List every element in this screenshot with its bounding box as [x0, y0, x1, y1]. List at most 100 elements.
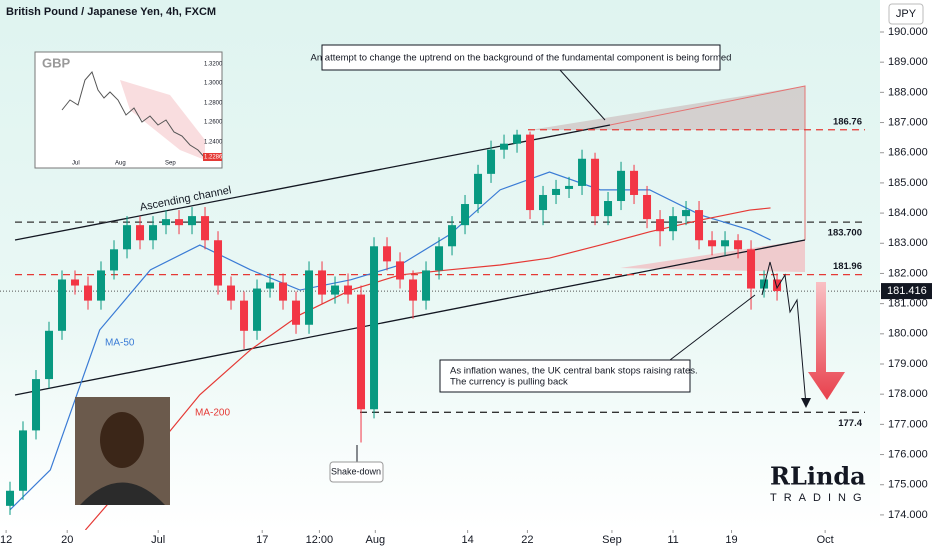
callout-bottom	[439, 359, 691, 393]
candle-body	[266, 282, 275, 289]
candle-body	[214, 240, 223, 286]
inset-tick: 1.2800	[204, 101, 223, 107]
candle-body	[162, 219, 171, 226]
level-label: 181.96	[833, 261, 862, 272]
candle-body	[84, 285, 93, 301]
logo-name: RLinda	[770, 462, 866, 491]
x-tick-label: 20	[61, 534, 73, 546]
inset-last-box	[203, 153, 222, 161]
x-tick-label: Oct	[817, 534, 834, 546]
callout-text: An attempt to change the uptrend on the …	[311, 53, 732, 64]
candle-body	[760, 279, 769, 289]
triangle-edge	[609, 85, 806, 240]
inset-xtick: Jul	[72, 161, 80, 167]
y-tick-label: 177.000	[888, 418, 928, 430]
legend-label: MA-50	[105, 338, 135, 349]
candle-body	[487, 149, 496, 174]
candle-body	[422, 270, 431, 301]
x-tick-label: 14	[462, 534, 474, 546]
inset-shade	[120, 80, 205, 160]
candle-body	[123, 225, 132, 250]
y-tick-label: 188.000	[888, 86, 928, 98]
candle-body	[149, 225, 158, 241]
candle-body	[240, 300, 249, 331]
candle-body	[695, 210, 704, 241]
candle-body	[591, 158, 600, 217]
candle-body	[201, 216, 210, 241]
candle-body	[565, 185, 574, 189]
y-tick-label: 187.000	[888, 116, 928, 128]
last-price-label: 181.416	[887, 285, 927, 297]
candle-body	[630, 170, 639, 195]
candle-body	[578, 158, 587, 186]
candle-body	[682, 210, 691, 217]
candle-body	[500, 143, 509, 150]
callout-pointer	[559, 69, 606, 121]
time-axis	[0, 530, 880, 550]
ma-line	[84, 207, 771, 531]
candle-body	[461, 204, 470, 226]
photo-body	[80, 482, 165, 505]
last-price-box	[881, 283, 932, 300]
inset-line	[61, 71, 206, 159]
callout-top	[321, 44, 721, 71]
candle-body	[97, 270, 106, 301]
candle-body	[734, 240, 743, 250]
candle-body	[747, 249, 756, 289]
candle-body	[357, 294, 366, 410]
x-tick-label: 12:00	[306, 534, 334, 546]
callout-text: The currency is pulling back	[450, 377, 568, 388]
y-tick-label: 186.000	[888, 147, 928, 159]
shake-box	[329, 461, 384, 483]
logo-sub: TRADING	[770, 492, 869, 504]
candle-body	[448, 225, 457, 247]
candle-body	[32, 379, 41, 431]
candle-body	[604, 201, 613, 217]
inset: GBP 1.3200 1.3000 1.2800 1.2600 1.2400 1…	[34, 51, 223, 169]
y-tick-label: 185.000	[888, 177, 928, 189]
candle-body	[175, 219, 184, 226]
y-tick-label: 189.000	[888, 56, 928, 68]
candle-body	[526, 134, 535, 211]
callout-text: As inflation wanes, the UK central bank …	[450, 366, 698, 377]
candle-body	[45, 330, 54, 380]
candle-body	[305, 270, 314, 325]
callout-pointer	[669, 294, 756, 361]
candle-body	[19, 430, 28, 491]
level-label: 186.76	[833, 116, 862, 127]
inset-title: GBP	[42, 55, 71, 70]
photo	[75, 397, 170, 505]
chart-title: British Pound / Japanese Yen, 4h, FXCM	[6, 6, 216, 18]
inset-tick: 1.2600	[204, 120, 223, 126]
x-tick-label: Sep	[602, 534, 622, 546]
candle-body	[279, 282, 288, 301]
y-tick-label: 179.000	[888, 358, 928, 370]
shake-label: Shake-down	[331, 466, 381, 476]
candle-body	[656, 219, 665, 232]
inset-xtick: Sep	[165, 161, 176, 167]
channel-lower	[14, 239, 806, 396]
x-tick-label: Aug	[366, 534, 386, 546]
inset-last: 1.2286	[204, 155, 223, 161]
candle-body	[344, 285, 353, 295]
forecast-path	[761, 261, 807, 406]
y-tick-label: 175.000	[888, 479, 928, 491]
inset-tick: 1.3000	[204, 81, 223, 87]
y-tick-label: 190.000	[888, 26, 928, 38]
candle-body	[136, 225, 145, 241]
x-tick-label: 17	[256, 534, 268, 546]
candle-body	[773, 279, 782, 292]
candle-body	[318, 270, 327, 295]
candle-body	[253, 288, 262, 331]
x-tick-label: 12	[0, 534, 12, 546]
x-tick-label: 22	[521, 534, 533, 546]
y-tick-label: 180.000	[888, 328, 928, 340]
candle-body	[643, 194, 652, 220]
candle-body	[292, 300, 301, 325]
candle-body	[58, 279, 67, 331]
candle-body	[188, 216, 197, 226]
currency-box	[888, 3, 924, 25]
candle-body	[370, 246, 379, 410]
currency: JPY	[896, 8, 917, 20]
candle-body	[110, 249, 119, 271]
